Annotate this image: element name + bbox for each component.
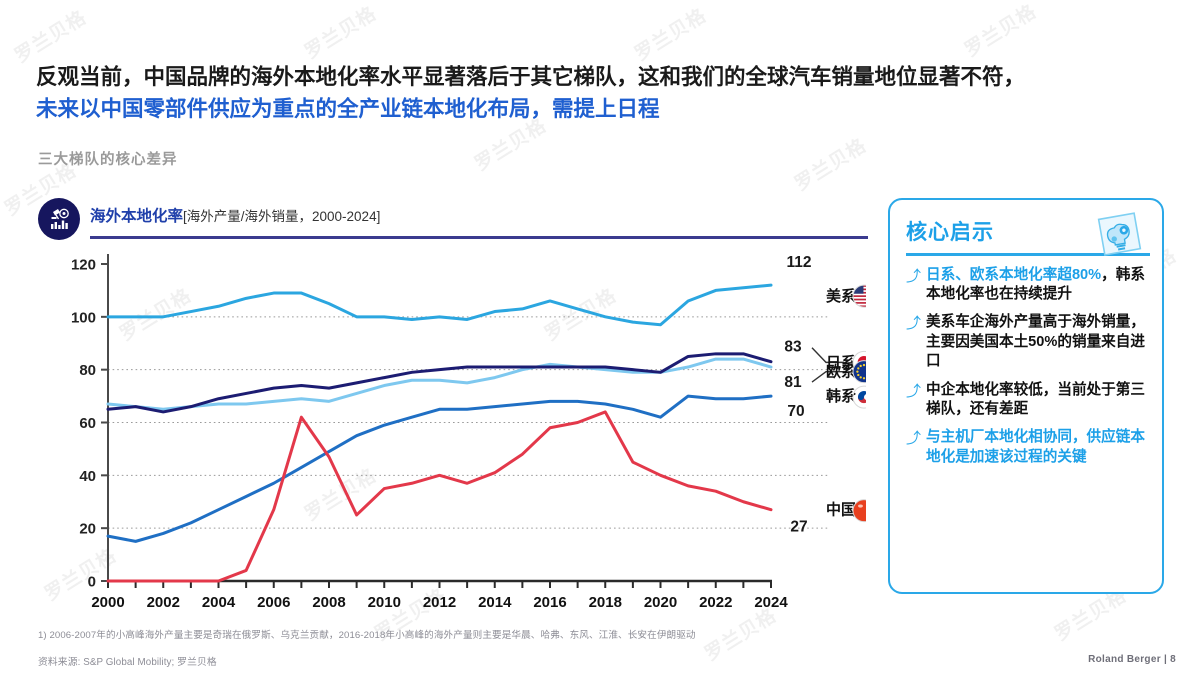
cn-flag-icon — [852, 499, 866, 523]
footnote: 1) 2006-2007年的小高峰海外产量主要是奇瑞在俄罗斯、乌克兰贡献，201… — [38, 630, 696, 641]
series-line-韩系 — [106, 394, 773, 543]
microscope-chart-icon — [38, 198, 80, 240]
x-axis-tick-label: 2016 — [533, 594, 566, 611]
chart-header: 海外本地化率[海外产量/海外销量，2000-2024] — [36, 196, 868, 248]
insight-text-run: ， — [1101, 266, 1116, 283]
x-axis-tick-label: 2000 — [91, 594, 124, 611]
chart-title-divider — [90, 236, 868, 239]
kr-flag-icon — [852, 385, 866, 409]
end-value-label-韩系: 70 — [787, 403, 804, 420]
headline-part2: 未来以中国零部件供应为重点的全产业链本地化布局，需提上日程 — [36, 96, 660, 121]
series-label-text: 中国 — [826, 501, 856, 519]
y-axis-tick-label: 100 — [71, 309, 96, 326]
insight-text-run: 日系、欧系本地化率超80% — [926, 266, 1102, 283]
source-line: 资料来源: S&P Global Mobility; 罗兰贝格 — [38, 657, 217, 668]
y-axis-tick-label: 0 — [88, 574, 96, 591]
end-value-label-美系: 112 — [786, 254, 811, 271]
series-label-日系: 日系 — [826, 354, 856, 371]
arrow-bullet-icon: ⤴ — [906, 430, 922, 448]
x-axis-tick-label: 2008 — [312, 594, 345, 611]
arrow-bullet-icon: ⤴ — [906, 315, 922, 333]
y-axis-tick-label: 20 — [79, 521, 96, 538]
panel-divider — [906, 253, 1150, 256]
series-label-韩系: 韩系 — [826, 387, 856, 405]
x-axis-tick-label: 2014 — [478, 594, 512, 611]
end-value-label-日系: 83 — [784, 339, 802, 356]
watermark: 罗兰贝格 — [631, 5, 711, 66]
headline-part1: 反观当前，中国品牌的海外本地化率水平显著落后于其它梯队，这和我们的全球汽车销量地… — [36, 65, 1026, 89]
insight-bullet-text: 与主机厂本地化相协同，供应链本地化是加速该过程的关键 — [926, 428, 1148, 467]
insight-text-run: 中企本地化率较低，当前处于第三梯队，还有差距 — [926, 381, 1145, 417]
chart-title-sub: [海外产量/海外销量，2000-2024] — [183, 209, 381, 224]
watermark: 罗兰贝格 — [11, 7, 91, 68]
x-axis-tick-label: 2018 — [589, 594, 622, 611]
key-insights-panel: 核心启示 ⤴ 日系、欧系本地化率超80%，韩系本地化率也在持续提升 ⤴ 美系车企海外产… — [888, 198, 1164, 594]
y-axis-tick-label: 40 — [79, 468, 96, 485]
x-axis-tick-label: 2020 — [644, 594, 677, 611]
series-line-美系 — [106, 283, 773, 327]
series-line-日系 — [106, 352, 773, 414]
series-label-text: 日系 — [826, 354, 856, 371]
y-axis-tick-label: 80 — [79, 362, 96, 379]
chart-title: 海外本地化率[海外产量/海外销量，2000-2024] — [90, 204, 380, 226]
panel-title: 核心启示 — [906, 221, 994, 244]
insight-bullet: ⤴ 美系车企海外产量高于海外销量，主要因美国本土50%的销量来自进口 — [906, 313, 1148, 371]
arrow-bullet-icon: ⤴ — [906, 382, 922, 400]
page-title: 反观当前，中国品牌的海外本地化率水平显著落后于其它梯队，这和我们的全球汽车销量地… — [36, 62, 1036, 126]
watermark: 罗兰贝格 — [301, 3, 381, 64]
insight-bullet-text: 中企本地化率较低，当前处于第三梯队，还有差距 — [926, 381, 1148, 420]
insight-text-run: ，主要 — [926, 314, 1145, 350]
x-axis-tick-label: 2004 — [202, 594, 236, 611]
watermark: 罗兰贝格 — [961, 1, 1041, 62]
series-line-中国 — [106, 410, 773, 583]
insight-text-run: 海外产量高于海外销量 — [984, 314, 1131, 331]
insight-text-run: 提升 — [1042, 285, 1072, 302]
eu-flag-icon — [852, 360, 866, 384]
series-label-text: 韩系 — [826, 387, 856, 405]
y-axis-tick-label: 120 — [71, 257, 96, 274]
insight-text-run: 韩系 — [1115, 266, 1145, 283]
x-axis-tick-label: 2024 — [754, 594, 788, 611]
insight-text-run: 与主机厂本地化相协同，供应链本地化是加速该过程的关键 — [926, 429, 1145, 465]
x-axis-tick-label: 2002 — [147, 594, 180, 611]
x-axis-tick-label: 2006 — [257, 594, 290, 611]
us-flag-icon — [852, 284, 866, 308]
insight-text-run: 美系车企 — [926, 314, 985, 331]
chart-card: 海外本地化率[海外产量/海外销量，2000-2024] 0 20 40 60 80 100… — [36, 196, 868, 616]
insight-bullet-list: ⤴ 日系、欧系本地化率超80%，韩系本地化率也在持续提升 ⤴ 美系车企海外产量高于海外… — [906, 266, 1148, 468]
end-value-label-中国: 27 — [790, 519, 807, 536]
chart-title-main: 海外本地化率 — [90, 208, 184, 225]
series-label-美系: 美系 — [826, 287, 856, 305]
leader-line-jp — [811, 347, 844, 364]
series-label-text: 美系 — [826, 287, 856, 305]
insight-bullet: ⤴ 中企本地化率较低，当前处于第三梯队，还有差距 — [906, 381, 1148, 420]
end-value-label-欧系: 81 — [784, 374, 802, 391]
insight-text-run: 因美国本土50%的销量来自进口 — [926, 333, 1145, 370]
page-subtitle: 三大梯队的核心差异 — [38, 152, 178, 168]
chart-plot-area: 0 20 40 60 80 100 120 2000 2002 2004 2006 2008 2010 2… — [36, 246, 866, 616]
x-axis-tick-label: 2022 — [699, 594, 732, 611]
insight-bullet-text: 美系车企海外产量高于海外销量，主要因美国本土50%的销量来自进口 — [926, 313, 1148, 371]
arrow-bullet-icon: ⤴ — [906, 267, 922, 285]
watermark: 罗兰贝格 — [791, 135, 871, 196]
insight-bullet: ⤴ 日系、欧系本地化率超80%，韩系本地化率也在持续提升 — [906, 266, 1148, 305]
insight-text-run: 本地化率也在持续 — [926, 285, 1043, 302]
overseas-localization-rate-line-chart: 0 20 40 60 80 100 120 2000 2002 2004 2006 2008 2010 2… — [71, 254, 866, 611]
x-axis-tick-label: 2012 — [423, 594, 456, 611]
y-axis-tick-label: 60 — [79, 415, 96, 432]
x-axis-tick-label: 2010 — [368, 594, 401, 611]
series-label-欧系: 欧系 — [826, 363, 856, 381]
insight-bullet-text: 日系、欧系本地化率超80%，韩系本地化率也在持续提升 — [926, 266, 1148, 305]
series-label-text: 欧系 — [826, 363, 856, 381]
brain-gear-idea-icon — [1094, 212, 1146, 262]
leader-line-eu — [811, 370, 844, 383]
footer-brand: Roland Berger | 8 — [1088, 654, 1176, 665]
insight-bullet: ⤴ 与主机厂本地化相协同，供应链本地化是加速该过程的关键 — [906, 428, 1148, 467]
